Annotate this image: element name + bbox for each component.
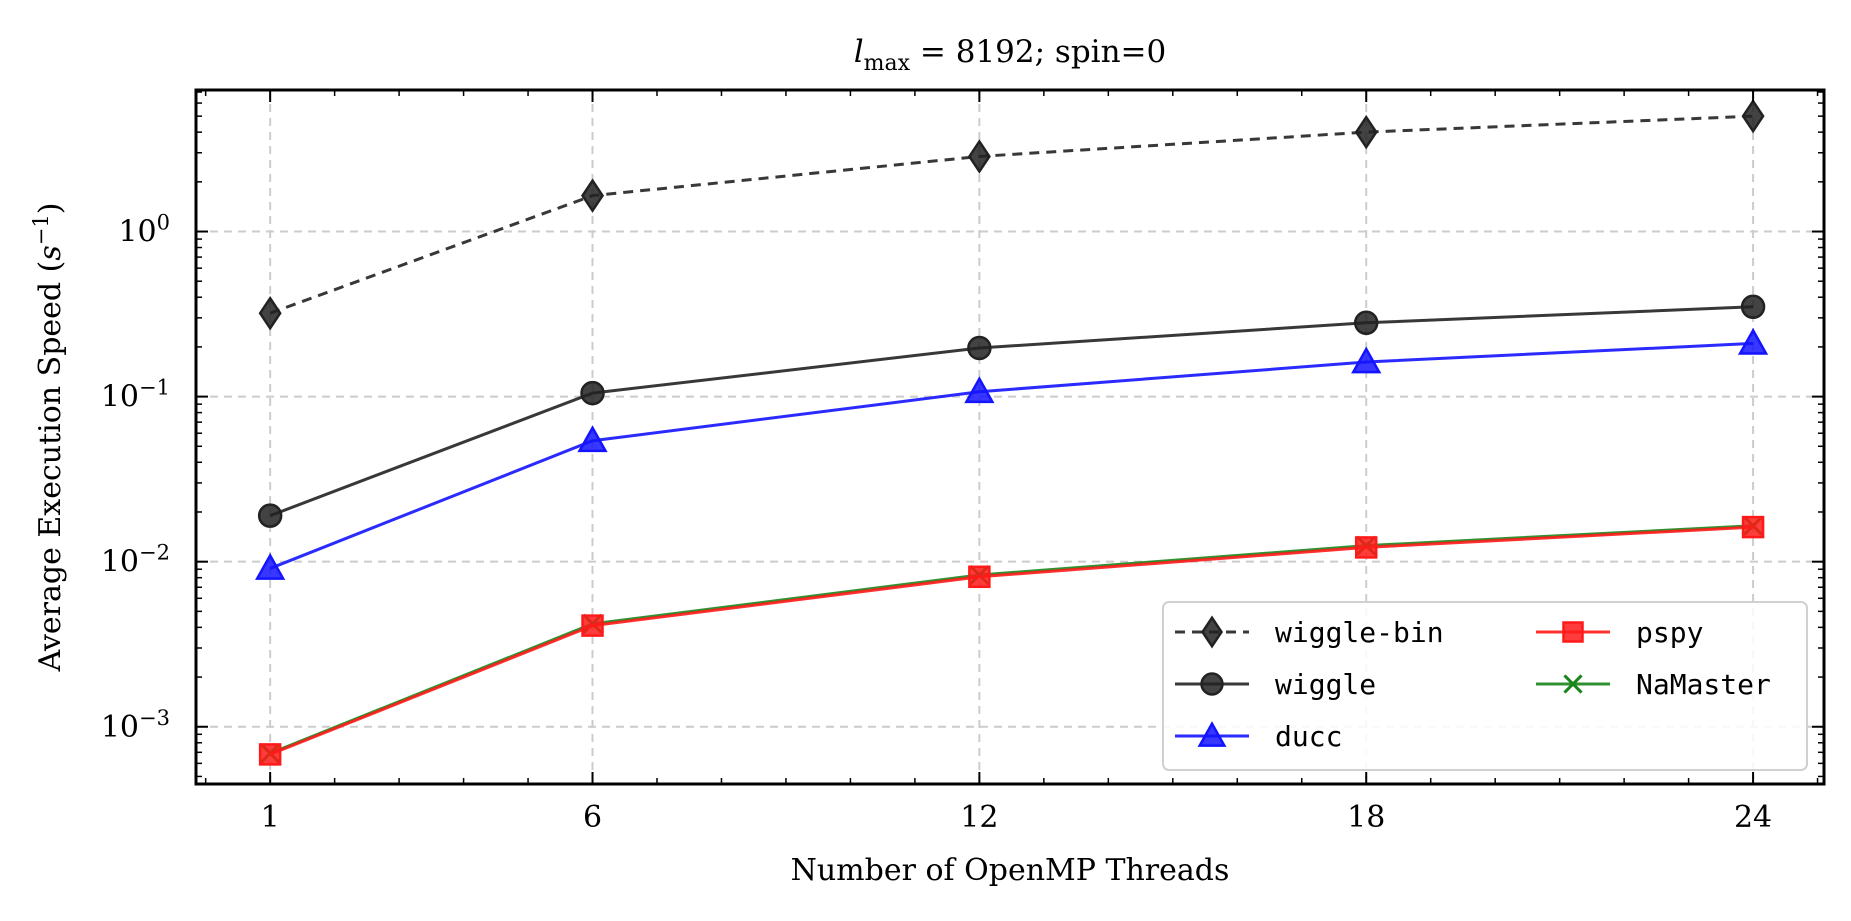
data-point-ducc <box>1737 327 1769 355</box>
data-point-wiggle-bin <box>967 139 991 174</box>
legend-label: pspy <box>1636 616 1703 649</box>
legend-marker <box>1563 674 1583 694</box>
y-tick-exponent: −3 <box>139 706 170 730</box>
data-point-ducc <box>1351 346 1382 374</box>
legend-marker <box>1197 721 1227 747</box>
legend-label: ducc <box>1275 720 1342 753</box>
series-line-wiggle-bin <box>269 114 1754 315</box>
y-axis-label-symbol: s <box>33 245 68 260</box>
x-axis-label: Number of OpenMP Threads <box>791 853 1230 888</box>
y-tick-base: 10 <box>118 215 156 250</box>
plot-frame <box>194 88 1826 786</box>
y-tick-exponent: −2 <box>139 541 170 565</box>
series-wiggle-bin <box>258 98 1765 331</box>
x-tick-label: 24 <box>1734 800 1772 835</box>
y-tick-exponent: −1 <box>139 376 170 400</box>
y-axis-label-exponent: −1 <box>29 214 53 245</box>
legend-label: NaMaster <box>1636 668 1771 701</box>
series-wiggle <box>257 294 1766 528</box>
data-point-ducc <box>964 376 995 404</box>
chart-title: lmax = 8192; spin=0 <box>854 34 1167 76</box>
title-rest: = 8192; spin=0 <box>910 34 1166 70</box>
y-tick-label: 10−3 <box>101 706 170 745</box>
data-point-pspy <box>1354 536 1378 559</box>
x-tick-label: 12 <box>960 800 998 835</box>
legend-marker <box>1562 621 1584 643</box>
series-layer <box>255 98 1769 766</box>
data-point-pspy <box>1741 515 1765 539</box>
legend: wiggle-bin pspy wiggle NaMaster ducc <box>1162 601 1808 771</box>
legend-label: wiggle <box>1275 668 1376 701</box>
data-point-pspy <box>581 614 604 637</box>
legend-item-pspy: pspy <box>1536 616 1703 649</box>
data-point-pspy <box>968 565 991 589</box>
y-axis-label-close: ) <box>33 203 68 215</box>
x-tick-label: 18 <box>1347 800 1385 835</box>
data-point-ducc <box>577 425 608 453</box>
legend-item-ducc: ducc <box>1175 720 1342 753</box>
legend-label: wiggle-bin <box>1275 616 1444 649</box>
data-point-wiggle <box>580 380 605 406</box>
y-axis-label-text: Average Execution Speed ( <box>33 261 68 673</box>
series-pspy <box>258 515 1765 766</box>
y-tick-base: 10 <box>101 545 139 580</box>
data-point-wiggle <box>257 503 283 528</box>
x-tick-label: 1 <box>261 800 280 835</box>
legend-item-wiggle-bin: wiggle-bin <box>1175 615 1444 649</box>
series-line-wiggle <box>269 305 1754 518</box>
series-line-ducc <box>269 341 1754 570</box>
y-tick-base: 10 <box>101 710 139 745</box>
title-subscript: max <box>864 51 911 76</box>
y-tick-exponent: 0 <box>157 211 170 235</box>
legend-box <box>1162 601 1808 771</box>
y-tick-label: 10−1 <box>101 376 170 415</box>
title-symbol: l <box>854 34 864 70</box>
legend-marker <box>1200 615 1224 649</box>
legend-item-namaster: NaMaster <box>1536 668 1771 701</box>
data-point-ducc <box>255 552 286 580</box>
legend-item-wiggle: wiggle <box>1175 668 1376 701</box>
y-tick-base: 10 <box>101 380 139 415</box>
data-point-wiggle <box>967 335 992 361</box>
data-point-wiggle <box>1740 294 1766 320</box>
data-point-wiggle-bin <box>1741 98 1765 134</box>
y-tick-label: 100 <box>118 211 170 250</box>
data-point-wiggle-bin <box>258 295 282 331</box>
data-point-wiggle-bin <box>581 178 605 213</box>
legend-marker <box>1200 672 1224 696</box>
series-ducc <box>255 327 1769 580</box>
y-axis-label: Average Execution Speed (s−1) <box>29 203 68 673</box>
data-point-pspy <box>258 743 282 766</box>
x-tick-label: 6 <box>583 800 602 835</box>
data-point-wiggle-bin <box>1354 114 1378 150</box>
y-tick-label: 10−2 <box>101 541 170 580</box>
data-point-wiggle <box>1353 310 1379 336</box>
